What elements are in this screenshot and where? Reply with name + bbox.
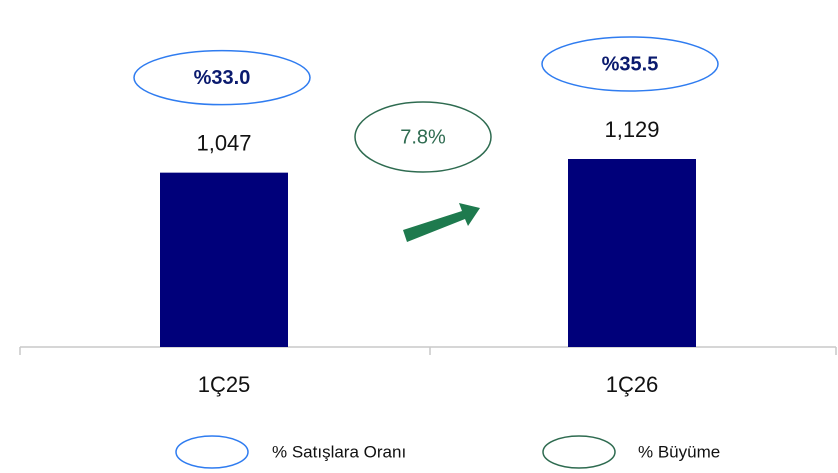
value-label: 1,047 [196,130,251,155]
ratio-label: %33.0 [194,67,251,89]
x-tick-label: 1Ç25 [198,372,251,397]
x-tick-label: 1Ç26 [606,372,659,397]
ratio-ellipse [541,36,719,92]
value-label: 1,129 [604,117,659,142]
legend-label: % Büyüme [638,442,720,461]
legend-label: % Satışlara Oranı [272,442,406,461]
growth-label: 7.8% [400,126,446,148]
bar [160,172,288,347]
legend-swatch [175,435,249,469]
ratio-label: %35.5 [602,53,659,75]
ratio-ellipse [133,49,311,106]
legend-swatch [542,435,616,469]
bar [568,159,696,347]
growth-arrow [403,203,480,242]
growth-ellipse [354,101,492,173]
